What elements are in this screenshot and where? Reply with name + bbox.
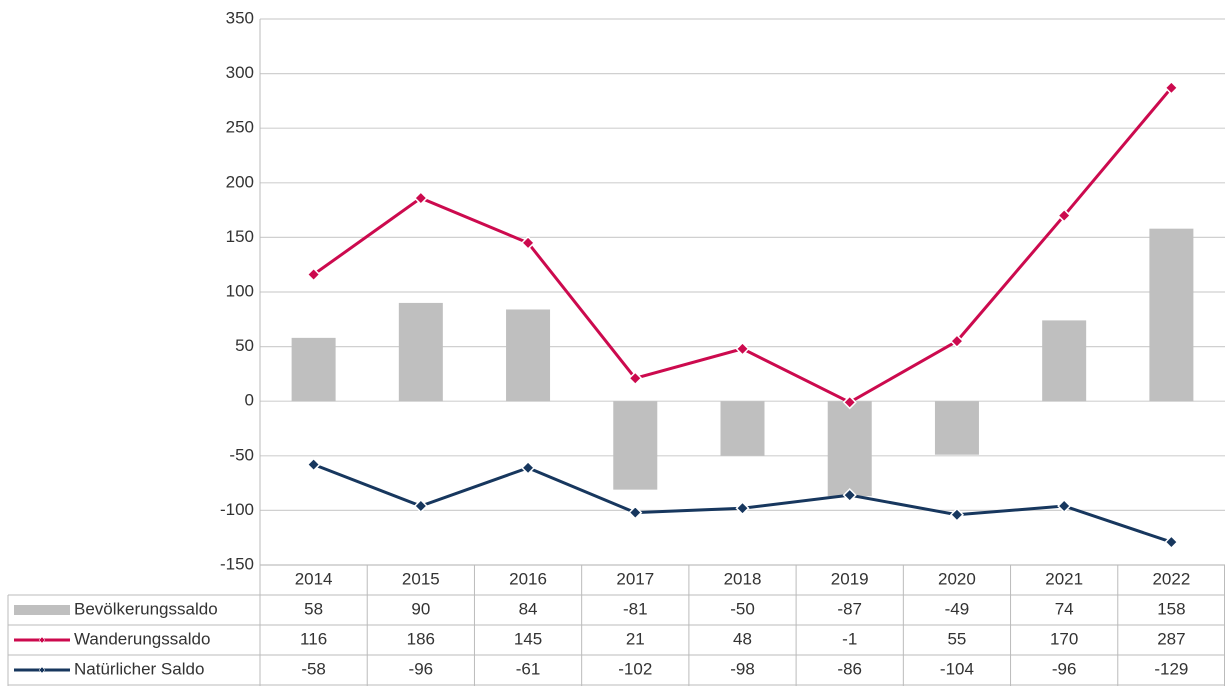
legend-label: Bevölkerungssaldo: [74, 599, 218, 618]
table-value: -86: [837, 659, 862, 678]
legend-label: Natürlicher Saldo: [74, 659, 204, 678]
table-value: -104: [940, 659, 974, 678]
table-value: 84: [519, 599, 538, 618]
x-tick-label: 2021: [1045, 569, 1083, 588]
x-tick-label: 2019: [831, 569, 869, 588]
table-value: -49: [945, 599, 970, 618]
table-value: 287: [1157, 629, 1185, 648]
legend-key: [38, 636, 46, 644]
y-tick-label: 250: [226, 118, 254, 137]
marker: [413, 498, 428, 514]
marker: [842, 395, 857, 410]
table-value: 116: [300, 629, 327, 648]
table-value: 21: [626, 629, 645, 648]
x-tick-label: 2020: [938, 569, 976, 588]
table-value: -50: [730, 599, 755, 618]
bar: [827, 401, 872, 497]
table-value: 145: [514, 629, 542, 648]
y-tick-label: 350: [226, 8, 254, 27]
x-tick-label: 2016: [509, 569, 547, 588]
y-tick-label: 100: [226, 281, 254, 300]
table-value: 74: [1055, 599, 1074, 618]
legend-label: Wanderungssaldo: [74, 629, 210, 648]
marker: [628, 371, 643, 386]
marker: [1057, 498, 1072, 514]
marker: [628, 505, 643, 520]
table-value: -58: [301, 659, 326, 678]
marker: [842, 488, 857, 503]
y-tick-label: -50: [229, 445, 254, 464]
bar: [720, 401, 765, 456]
table-value: -96: [409, 659, 434, 678]
y-tick-label: 0: [245, 391, 254, 410]
marker: [735, 501, 750, 516]
bar: [1149, 228, 1194, 402]
marker: [520, 460, 536, 475]
marker: [735, 341, 750, 356]
table-value: -98: [730, 659, 755, 678]
marker: [1164, 535, 1179, 550]
table-value: 55: [947, 629, 966, 648]
x-tick-label: 2018: [724, 569, 762, 588]
table-value: -61: [516, 659, 541, 678]
marker: [1164, 80, 1179, 95]
y-tick-label: 50: [235, 336, 254, 355]
marker: [413, 191, 428, 206]
marker: [306, 457, 321, 472]
marker: [949, 507, 965, 522]
table-value: -1: [842, 629, 857, 648]
table-value: -81: [623, 599, 648, 618]
bar: [934, 401, 979, 455]
bar: [291, 337, 336, 402]
marker: [949, 334, 965, 349]
table-value: 170: [1050, 629, 1078, 648]
table-value: 58: [304, 599, 323, 618]
table-value: -96: [1052, 659, 1077, 678]
table-value: -129: [1154, 659, 1188, 678]
y-tick-label: -150: [220, 554, 254, 573]
bar: [613, 401, 658, 490]
table-value: 158: [1157, 599, 1185, 618]
marker: [306, 267, 321, 282]
table-value: -102: [618, 659, 652, 678]
x-tick-label: 2014: [295, 569, 333, 588]
table-value: 90: [411, 599, 430, 618]
y-tick-label: 300: [226, 63, 254, 82]
x-tick-label: 2022: [1152, 569, 1190, 588]
table-value: 186: [407, 629, 435, 648]
y-tick-label: 200: [226, 172, 254, 191]
bar: [506, 309, 551, 402]
table-value: 48: [733, 629, 752, 648]
bar: [1042, 320, 1087, 402]
bar: [398, 302, 443, 402]
marker: [520, 235, 536, 250]
table-value: -87: [837, 599, 862, 618]
marker: [1057, 208, 1072, 223]
x-tick-label: 2015: [402, 569, 440, 588]
y-tick-label: 150: [226, 227, 254, 246]
legend-key: [14, 605, 70, 615]
x-tick-label: 2017: [616, 569, 654, 588]
legend-key: [38, 666, 46, 674]
y-tick-label: -100: [220, 500, 254, 519]
